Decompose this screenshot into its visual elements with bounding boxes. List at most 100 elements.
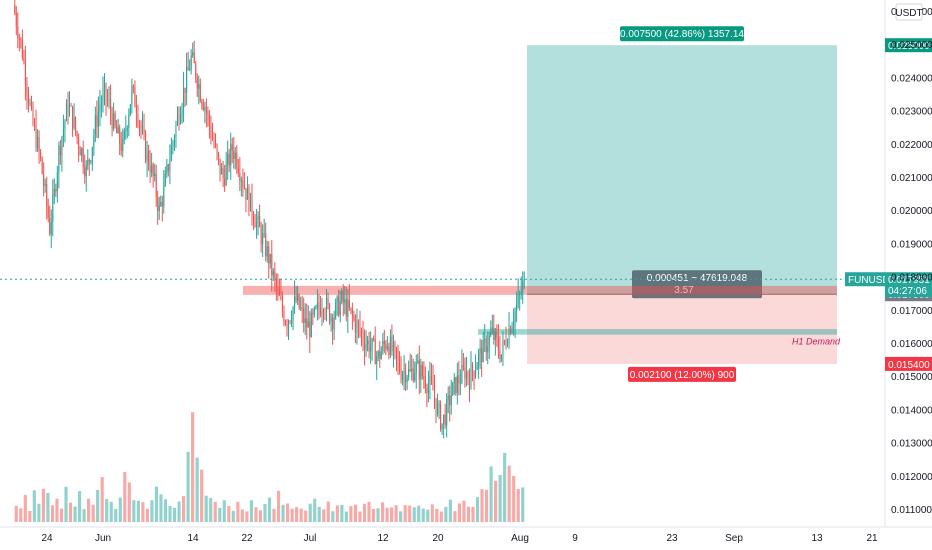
candle-body (494, 331, 496, 341)
candle-body (38, 136, 40, 152)
time-axis[interactable]: 24 Jun 14 22 Jul 12 20 Aug 9 23 Sep 13 21 (41, 533, 878, 544)
y-tick-label: 0.020000 (891, 206, 932, 217)
candle-body (517, 294, 519, 305)
candle-body (100, 103, 102, 106)
y-tick-label: 0.017000 (891, 306, 932, 317)
volume-bar (353, 504, 358, 522)
candle-body (268, 246, 270, 264)
candle-body (146, 150, 148, 162)
position-center-line2: 3.57 (674, 285, 694, 296)
candle-body (141, 126, 144, 129)
symbol-tag-box (845, 272, 885, 287)
price-axis[interactable]: 0.0260000.0250000.0240000.0230000.022000… (891, 6, 932, 516)
y-tick-label: 0.015000 (891, 372, 932, 383)
volume-bar (408, 505, 412, 522)
candle-body (172, 142, 174, 147)
volume-bar (50, 505, 55, 522)
candle-body (371, 338, 373, 347)
candle-body (81, 148, 83, 156)
volume-bar (118, 497, 122, 522)
volume-bar (394, 505, 398, 522)
volume-bar (150, 500, 154, 522)
candle-body (304, 318, 306, 324)
candle-body (432, 381, 434, 391)
volume-bar (331, 511, 335, 522)
volume-bar (28, 511, 32, 522)
candle-body (511, 326, 513, 334)
candle-body (325, 298, 328, 313)
candle-body (137, 113, 139, 124)
candle-body (310, 312, 312, 337)
candle-body (513, 322, 515, 327)
volume-bar (172, 507, 177, 522)
candle-body (106, 99, 109, 101)
candle-body (496, 331, 498, 338)
resistance-zone[interactable] (243, 285, 837, 295)
profit-zone[interactable] (527, 45, 837, 295)
volume-bar (186, 451, 190, 522)
candle-body (154, 173, 156, 177)
candle-body (27, 93, 29, 104)
candle-body (339, 301, 341, 316)
candle-body (298, 294, 300, 308)
zones[interactable]: H1 Demand (243, 285, 841, 347)
volume-bar (105, 499, 109, 522)
candle-body (225, 164, 227, 185)
candle-body (79, 148, 81, 156)
candle-body (284, 322, 287, 324)
candle-body (187, 66, 189, 71)
volume-bar (204, 495, 208, 522)
y-tick-label: 0.014000 (891, 405, 932, 416)
volume-bar (231, 510, 235, 522)
position-center-line1: 0.000451 ~ 47619.048 (647, 273, 748, 284)
candle-body (21, 40, 23, 58)
volume-bar (109, 501, 113, 522)
candle-body (260, 227, 262, 245)
candle-body (102, 91, 104, 104)
y-tick-label: 0.025000 (891, 40, 932, 51)
candle-body (406, 377, 408, 382)
volume-bar (471, 506, 475, 522)
h1-demand-zone[interactable] (478, 329, 837, 335)
stop-label: 0.002100 (12.00%) 900 (630, 370, 735, 381)
x-tick-label: 23 (666, 533, 678, 544)
candle-body (151, 164, 153, 173)
candle-body (510, 327, 512, 334)
candle-body (316, 302, 318, 308)
volume-bar (507, 465, 511, 522)
candle-body (49, 217, 51, 234)
volume-bar (154, 486, 159, 522)
candle-body (277, 287, 279, 289)
candle-body (259, 216, 261, 228)
candle-body (324, 312, 326, 314)
volume-bar (222, 500, 226, 522)
candle-body (123, 130, 125, 139)
candle-body (228, 153, 230, 166)
y-tick-label: 0.011000 (891, 505, 932, 516)
volume-bar (37, 503, 41, 522)
volume-bar (145, 508, 149, 522)
currency-badge[interactable]: USDT (895, 3, 923, 21)
candle-body (213, 139, 215, 145)
candle-body (400, 370, 402, 380)
candle-body (373, 338, 375, 340)
volume-bar (195, 457, 199, 522)
volume-bar (132, 500, 136, 522)
candle-body (342, 291, 344, 303)
volume-bar (439, 511, 443, 522)
candle-body (129, 104, 131, 116)
loss-zone[interactable] (527, 294, 837, 364)
position-center-box (632, 270, 762, 299)
h1-demand-label: H1 Demand (792, 337, 841, 347)
candle-body (523, 279, 525, 281)
candle-body (178, 114, 180, 124)
candle-body (214, 144, 217, 146)
long-position-tool[interactable]: 0.007500 (42.86%) 1357.14 0.002100 (12.00… (527, 26, 837, 382)
candle-body (392, 342, 394, 352)
x-tick-label: 9 (572, 533, 578, 544)
candle-body (473, 371, 475, 377)
candle-body (78, 138, 80, 149)
candle-body (405, 370, 407, 382)
candle-body (113, 113, 115, 129)
